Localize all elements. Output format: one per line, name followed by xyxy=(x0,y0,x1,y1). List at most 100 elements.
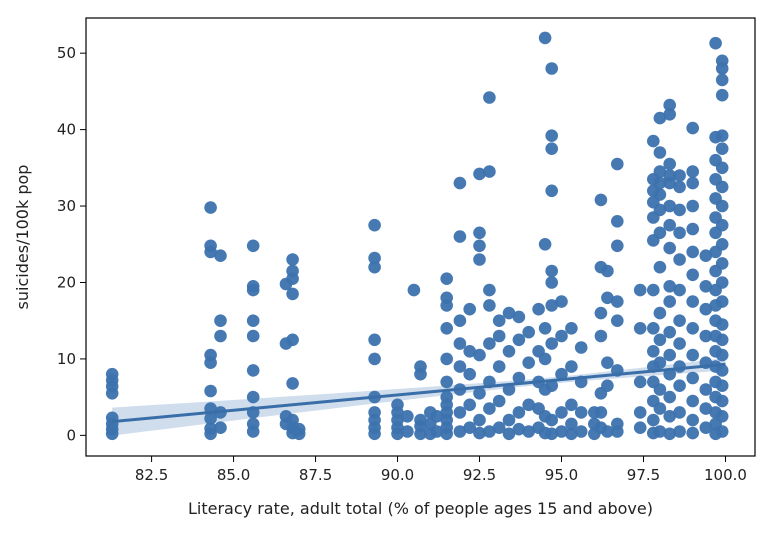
data-point xyxy=(715,410,729,423)
y-axis-ticks: 0 10 20 30 40 50 xyxy=(57,44,86,444)
data-point xyxy=(633,406,647,419)
data-point xyxy=(686,165,699,178)
data-point xyxy=(686,295,699,308)
data-point xyxy=(715,257,729,270)
data-point xyxy=(440,322,454,335)
data-point xyxy=(715,88,729,102)
data-point xyxy=(401,410,414,423)
data-point xyxy=(663,241,676,255)
data-point xyxy=(204,239,217,253)
data-point xyxy=(214,329,227,343)
data-point xyxy=(699,249,713,262)
data-point xyxy=(286,333,299,347)
x-tick-label: 97.5 xyxy=(627,466,660,484)
data-point xyxy=(214,421,227,435)
data-point xyxy=(453,406,467,419)
data-point xyxy=(715,333,729,347)
data-point xyxy=(502,427,516,441)
data-point xyxy=(715,276,729,289)
data-point xyxy=(601,379,614,393)
data-point xyxy=(483,299,496,312)
data-point xyxy=(105,367,119,381)
data-point xyxy=(368,260,381,274)
data-point xyxy=(653,383,667,396)
data-point xyxy=(673,379,686,393)
data-point xyxy=(653,146,667,159)
data-point xyxy=(686,371,699,385)
data-point xyxy=(545,337,558,350)
data-point xyxy=(633,283,647,297)
data-point xyxy=(663,98,676,112)
data-point xyxy=(545,299,558,312)
data-point xyxy=(555,329,568,343)
data-point xyxy=(565,322,578,335)
data-point xyxy=(673,180,686,194)
data-point xyxy=(492,314,506,328)
data-points-layer xyxy=(105,31,729,441)
data-point xyxy=(673,337,686,350)
data-point xyxy=(204,422,217,435)
data-point xyxy=(574,425,588,438)
data-point xyxy=(368,352,381,366)
x-axis-label: Literacy rate, adult total (% of people … xyxy=(188,499,653,518)
data-point xyxy=(286,377,299,390)
data-point xyxy=(214,249,227,262)
data-point xyxy=(653,111,667,125)
data-point xyxy=(715,318,729,331)
data-point xyxy=(538,322,552,335)
data-point xyxy=(673,169,686,182)
data-point xyxy=(463,421,477,435)
data-point xyxy=(647,283,660,297)
data-point xyxy=(502,306,516,320)
data-point xyxy=(653,165,667,178)
data-point xyxy=(545,129,558,142)
data-point xyxy=(574,406,588,419)
data-point xyxy=(715,73,729,87)
data-point xyxy=(663,169,676,182)
data-point xyxy=(647,345,660,358)
data-point xyxy=(715,295,729,308)
data-point xyxy=(699,302,713,316)
data-point xyxy=(368,406,381,419)
data-point xyxy=(699,329,713,343)
data-point xyxy=(545,62,558,75)
x-tick-label: 90.0 xyxy=(381,466,414,484)
data-point xyxy=(538,352,552,366)
data-point xyxy=(522,325,535,339)
data-point xyxy=(565,417,578,431)
data-point xyxy=(673,360,686,373)
data-point xyxy=(292,422,306,436)
data-point xyxy=(483,337,496,350)
data-point xyxy=(522,398,535,412)
data-point xyxy=(686,245,699,259)
data-point xyxy=(473,387,486,400)
data-point xyxy=(715,54,729,68)
data-point xyxy=(545,142,558,155)
data-point xyxy=(699,280,713,293)
data-point xyxy=(204,348,217,362)
x-tick-label: 95.0 xyxy=(545,466,578,484)
data-point xyxy=(594,329,608,343)
data-point xyxy=(286,264,299,278)
data-point xyxy=(414,413,427,427)
data-point xyxy=(686,394,699,408)
data-point xyxy=(686,426,699,440)
data-point xyxy=(686,199,699,213)
data-point xyxy=(246,314,260,328)
data-point xyxy=(440,375,454,389)
data-point xyxy=(594,406,608,419)
data-point xyxy=(663,157,676,171)
data-point xyxy=(440,390,454,404)
data-point xyxy=(709,36,722,50)
data-point xyxy=(512,422,526,436)
data-point xyxy=(453,337,467,350)
data-point xyxy=(545,264,558,278)
data-point xyxy=(391,398,404,412)
data-point xyxy=(686,348,699,362)
data-point xyxy=(663,427,676,441)
data-point xyxy=(545,427,558,441)
regression-line xyxy=(112,362,726,424)
y-tick-label: 50 xyxy=(57,44,76,62)
data-point xyxy=(663,348,676,362)
data-point xyxy=(715,238,729,251)
